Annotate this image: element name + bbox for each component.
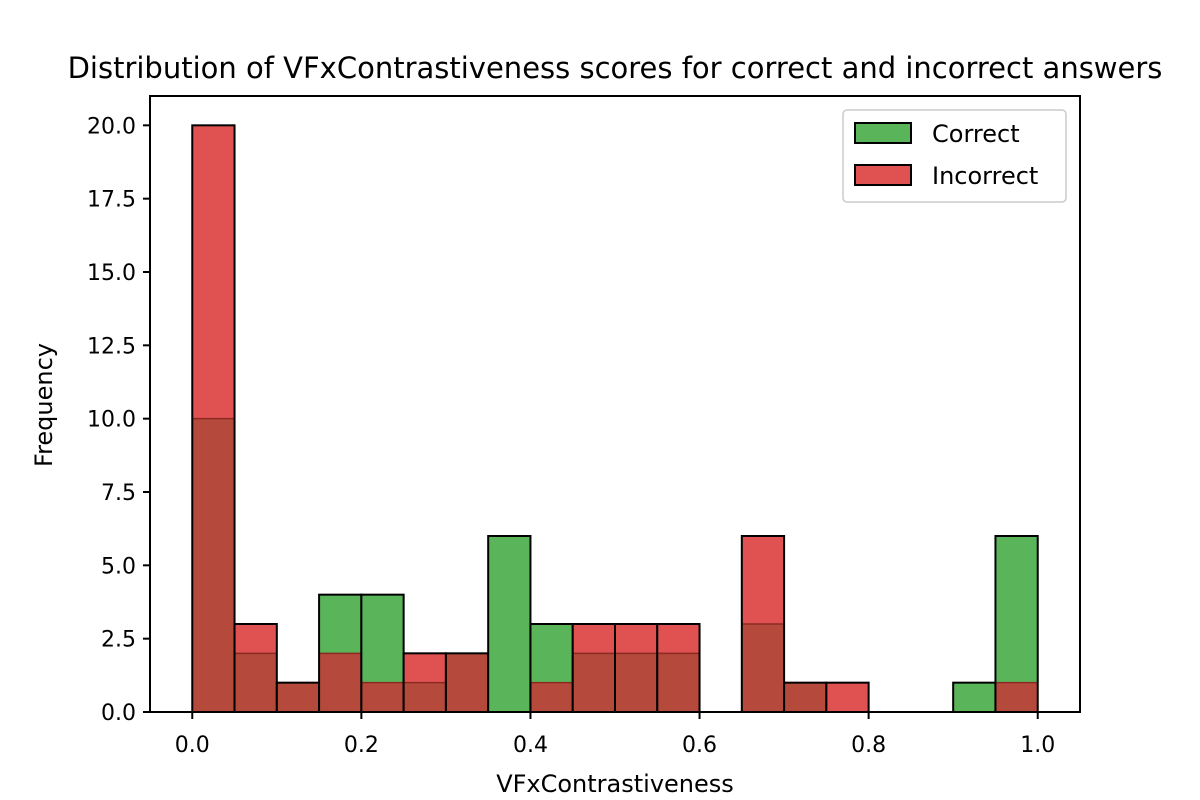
bar-incorrect: [192, 125, 235, 419]
y-tick-label: 10.0: [87, 408, 136, 433]
bar-incorrect: [826, 682, 869, 712]
legend-label-incorrect: Incorrect: [932, 162, 1038, 190]
bar-overlap: [657, 653, 700, 712]
bar-correct: [530, 624, 573, 683]
y-axis-label: Frequency: [30, 343, 58, 467]
legend-swatch-incorrect: [854, 164, 912, 186]
chart-title: Distribution of VFxContrastiveness score…: [68, 51, 1163, 85]
y-tick-label: 2.5: [101, 628, 136, 653]
y-tick-label: 5.0: [101, 554, 136, 579]
legend-label-correct: Correct: [932, 120, 1020, 148]
bar-overlap: [192, 418, 235, 712]
bar-incorrect: [234, 624, 277, 654]
bar-incorrect: [572, 624, 615, 654]
bar-correct: [488, 536, 531, 712]
bar-overlap: [530, 682, 573, 712]
bar-overlap: [276, 682, 320, 712]
bar-correct: [995, 536, 1038, 683]
y-tick-label: 0.0: [101, 701, 136, 726]
y-tick-label: 15.0: [87, 261, 136, 286]
y-tick-label: 17.5: [87, 188, 136, 213]
bar-correct: [953, 682, 996, 712]
bar-incorrect: [615, 624, 658, 654]
bars-layer: [191, 124, 1039, 714]
bar-overlap: [995, 682, 1038, 712]
legend: Correct Incorrect: [842, 109, 1067, 203]
bar-overlap: [403, 682, 446, 712]
bar-correct: [319, 594, 362, 654]
x-tick-label: 0.2: [344, 733, 379, 758]
bar-incorrect: [741, 536, 785, 624]
bar-incorrect: [657, 624, 700, 654]
bar-overlap: [361, 682, 404, 712]
x-tick-label: 0.4: [513, 733, 548, 758]
y-tick-label: 20.0: [87, 114, 136, 139]
x-axis-label: VFxContrastiveness: [496, 770, 734, 798]
bar-overlap: [234, 653, 277, 712]
y-axis-ticks: 0.0 2.5 5.0 7.5 10.0 12.5 15.0 17.5 20.0: [87, 114, 150, 726]
bar-overlap: [572, 653, 615, 712]
y-tick-label: 12.5: [87, 334, 136, 359]
bar-overlap: [741, 624, 785, 712]
x-axis-ticks: 0.0 0.2 0.4 0.6 0.8 1.0: [175, 712, 1055, 758]
x-tick-label: 0.6: [682, 733, 717, 758]
bar-overlap: [445, 653, 489, 712]
bar-overlap: [615, 653, 658, 712]
bar-overlap: [784, 682, 827, 712]
x-tick-label: 0.8: [851, 733, 886, 758]
plot-frame: [149, 95, 1081, 713]
y-tick-label: 7.5: [101, 481, 136, 506]
x-tick-label: 0.0: [175, 733, 210, 758]
bar-correct: [361, 594, 404, 683]
x-tick-label: 1.0: [1020, 733, 1055, 758]
bar-overlap: [319, 653, 362, 712]
legend-swatch-correct: [854, 122, 912, 144]
bar-incorrect: [403, 653, 446, 683]
